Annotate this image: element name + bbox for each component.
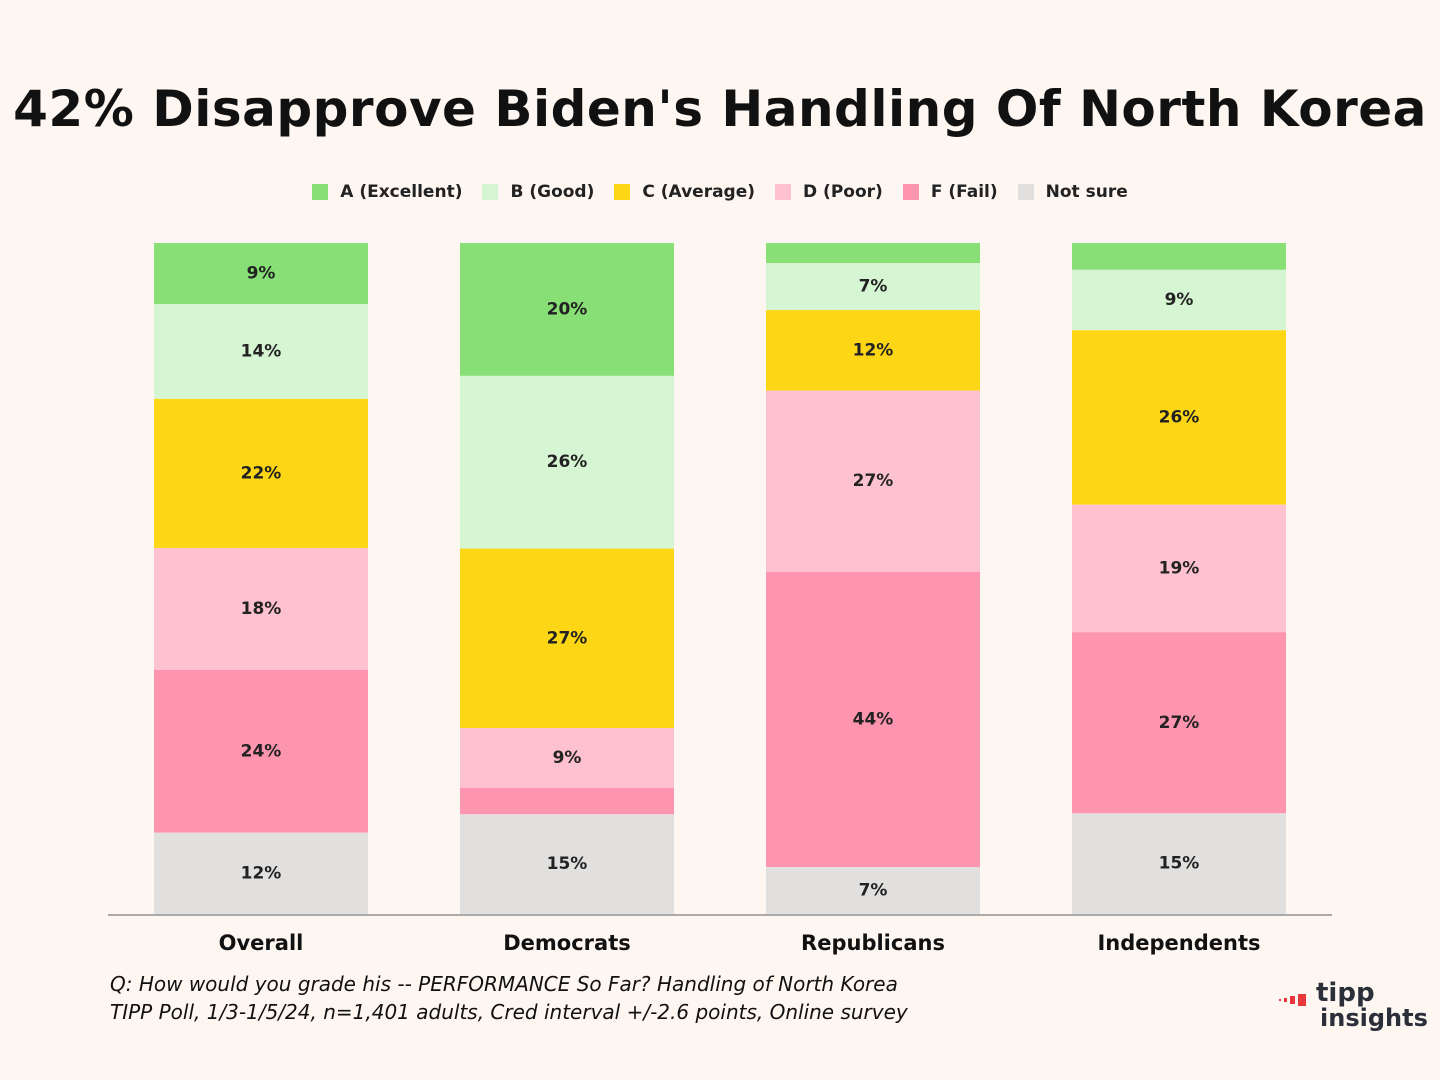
data-label: 7% (859, 277, 888, 297)
category-label: Independents (1097, 931, 1260, 955)
logo-mark-icon (1279, 994, 1306, 1006)
bar-segment (1072, 269, 1286, 331)
bar-segment (1072, 813, 1286, 914)
legend-item: A (Excellent) (312, 182, 462, 202)
data-label: 27% (1159, 713, 1200, 733)
data-label: 19% (1159, 558, 1200, 578)
legend: A (Excellent) B (Good) C (Average) D (Poor)… (0, 182, 1440, 202)
bar-segment (460, 787, 674, 815)
bar-segment (460, 375, 674, 549)
data-label: 44% (853, 709, 894, 729)
bar-segment (766, 243, 980, 264)
bar-segment (154, 832, 368, 914)
data-label: 18% (241, 599, 282, 619)
bar-segment (154, 243, 368, 304)
logo-text-top: tipp (1316, 978, 1375, 1008)
legend-item: F (Fail) (902, 182, 998, 202)
legend-swatch (614, 184, 631, 200)
bar-segment (1072, 504, 1286, 633)
data-label: 12% (853, 340, 894, 360)
data-label: 27% (547, 628, 588, 648)
bar-segment (766, 390, 980, 572)
bar-segment (460, 243, 674, 376)
legend-item: B (Good) (482, 182, 594, 202)
bar-segment (154, 670, 368, 833)
bar-segment (154, 548, 368, 670)
bar-segment (766, 867, 980, 914)
legend-label: C (Average) (642, 182, 756, 202)
bar-segment (154, 398, 368, 548)
data-label: 26% (1159, 407, 1200, 427)
legend-swatch (775, 184, 792, 200)
bar-segment (460, 727, 674, 788)
data-label: 9% (553, 748, 582, 768)
data-label: 9% (247, 264, 276, 284)
tipp-insights-logo: tipp insights (1276, 978, 1428, 1042)
footnote: Q: How would you grade his -- PERFORMANC… (110, 970, 908, 1026)
data-label: 26% (547, 452, 588, 472)
category-label: Overall (219, 931, 304, 955)
bar-segment (460, 814, 674, 914)
data-label: 24% (241, 741, 282, 761)
data-label: 27% (853, 471, 894, 491)
data-label: 7% (859, 881, 888, 901)
legend-swatch (1017, 184, 1034, 200)
category-label: Democrats (503, 931, 631, 955)
data-label: 15% (547, 854, 588, 874)
bar-segment (766, 310, 980, 391)
bar-segment (766, 263, 980, 311)
legend-label: Not sure (1045, 182, 1128, 202)
chart-title: 42% Disapprove Biden's Handling Of North… (13, 80, 1427, 138)
bar-segment (1072, 243, 1286, 270)
legend-swatch (482, 184, 499, 200)
bar-segment (766, 571, 980, 868)
bar-segment (460, 548, 674, 728)
data-label: 15% (1159, 854, 1200, 874)
data-label: 14% (241, 341, 282, 361)
bar-segment (1072, 330, 1286, 505)
legend-swatch (312, 184, 329, 200)
legend-label: A (Excellent) (340, 182, 463, 202)
category-label: Republicans (801, 931, 945, 955)
legend-label: D (Poor) (803, 182, 883, 202)
footnote-source: TIPP Poll, 1/3-1/5/24, n=1,401 adults, C… (110, 1000, 908, 1024)
bar-segment (1072, 632, 1286, 814)
bar-segment (154, 304, 368, 399)
legend-swatch (902, 184, 919, 200)
legend-label: B (Good) (510, 182, 595, 202)
data-label: 22% (241, 463, 282, 483)
data-label: 9% (1165, 290, 1194, 310)
data-label: 20% (547, 299, 588, 319)
data-label: 12% (241, 863, 282, 883)
legend-item: Not sure (1017, 182, 1128, 202)
legend-item: C (Average) (614, 182, 755, 202)
footnote-question: Q: How would you grade his -- PERFORMANC… (110, 972, 898, 996)
legend-item: D (Poor) (775, 182, 883, 202)
logo-text-bottom: insights (1320, 1004, 1428, 1032)
legend-label: F (Fail) (930, 182, 998, 202)
